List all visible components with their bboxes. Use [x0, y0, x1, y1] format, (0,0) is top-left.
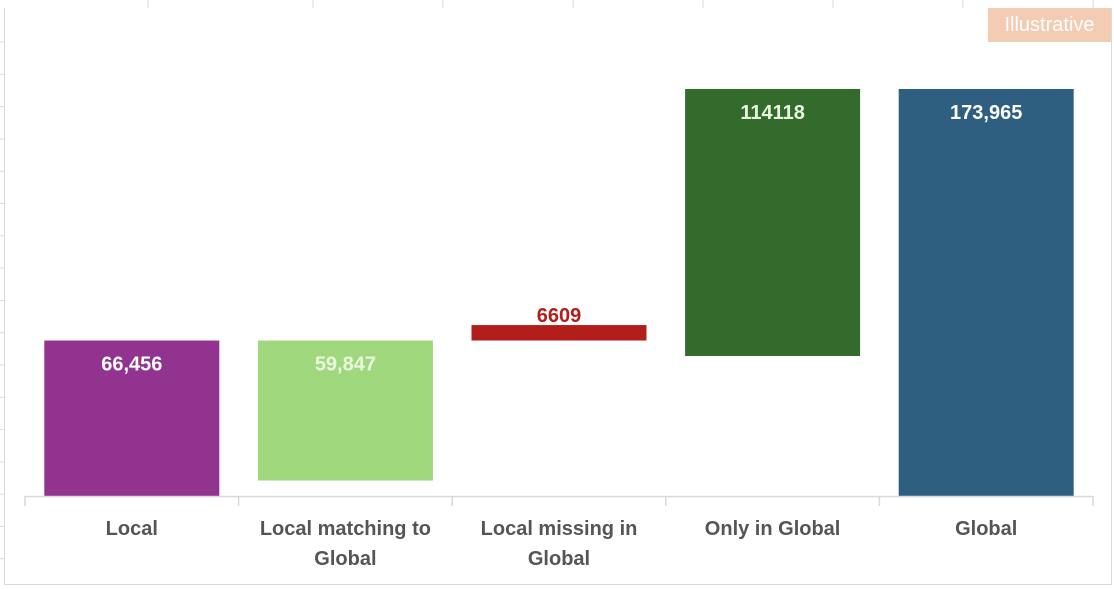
data-label: 114118	[740, 102, 805, 124]
data-label: 66,456	[101, 354, 162, 376]
spreadsheet-gridlines	[0, 0, 1094, 560]
bar-local[interactable]	[44, 340, 220, 496]
x-tick-label: Local matching to Global	[260, 518, 431, 570]
x-tick-label: Local missing in Global	[481, 518, 638, 570]
data-label: 59,847	[315, 354, 376, 376]
x-tick-label-line: Local	[106, 518, 158, 540]
x-tick-label-line: Global	[314, 548, 376, 570]
x-tick-label-line: Only in Global	[705, 518, 841, 540]
x-tick-label-line: Global	[528, 548, 590, 570]
chart-area[interactable]: 66,456 59,847 6609 114118 173,965 Local Local…	[4, 8, 1112, 585]
illustrative-badge: Illustrative	[988, 8, 1111, 42]
bar-only-in-global[interactable]	[685, 89, 861, 356]
data-label: 173,965	[950, 102, 1022, 124]
x-tick-label-line: Local missing in	[481, 518, 638, 540]
bar-local-matching-to-global[interactable]	[257, 340, 433, 481]
x-tick-label: Local	[106, 518, 158, 540]
data-label: 6609	[537, 305, 582, 327]
data-labels-layer: 66,456 59,847 6609 114118 173,965	[101, 102, 1022, 376]
bar-local-missing-in-global[interactable]	[471, 325, 647, 341]
waterfall-chart: 66,456 59,847 6609 114118 173,965 Local Local…	[24, 89, 1094, 570]
x-tick-label: Global	[955, 518, 1017, 540]
x-tick-label-line: Local matching to	[260, 518, 431, 540]
x-tick-label-line: Global	[955, 518, 1017, 540]
bar-global[interactable]	[898, 89, 1074, 496]
bars-layer	[44, 89, 1074, 496]
x-tick-label: Only in Global	[705, 518, 841, 540]
